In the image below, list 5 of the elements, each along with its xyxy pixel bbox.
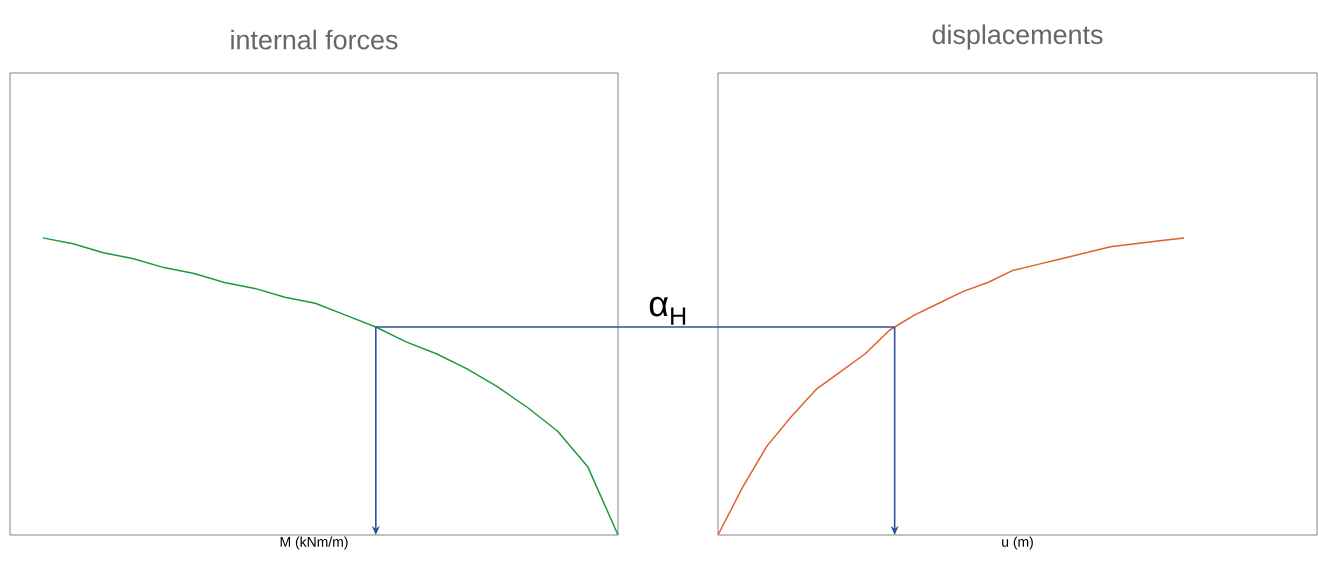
chart-title: displacements <box>932 24 1103 50</box>
x-axis-title: M (kNm/m) <box>280 536 348 550</box>
x-axis-title: u (m) <box>1002 536 1033 550</box>
ref-line-label: α$_{H}$ <box>649 296 686 325</box>
chart-title: internal forces <box>231 29 398 50</box>
